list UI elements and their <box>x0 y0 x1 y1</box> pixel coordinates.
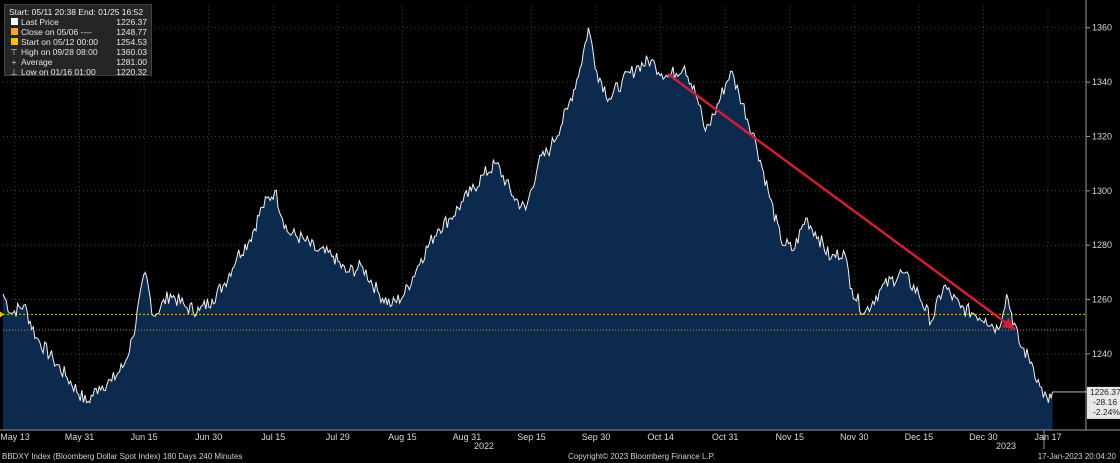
legend-value: 1226.37 <box>116 17 147 27</box>
trend-arrow <box>667 72 1016 331</box>
x-tick-label: May 13 <box>0 432 30 442</box>
legend-row: Close on 05/06 ---- 1248.77 <box>9 27 147 37</box>
footer-bar: BBDXY Index (Bloomberg Dollar Spot Index… <box>0 450 1120 463</box>
x-tick-label: Oct 31 <box>712 432 739 442</box>
x-tick-label: Oct 14 <box>647 432 674 442</box>
legend-label: Average <box>21 57 53 67</box>
x-year-label: 2022 <box>474 441 494 451</box>
y-tick-label: 1300 <box>1092 186 1112 196</box>
legend-value: 1360.03 <box>116 47 147 57</box>
x-tick-label: Sep 15 <box>517 432 546 442</box>
legend-label: Close on 05/06 ---- <box>21 27 92 37</box>
x-tick-label: Sep 30 <box>582 432 611 442</box>
x-tick-label: Jun 30 <box>195 432 222 442</box>
last-value-box: 1226.37 -28.16 -2.24% <box>1087 386 1120 419</box>
legend-value: 1254.53 <box>116 37 147 47</box>
footer-timestamp: 17-Jan-2023 20:04:20 <box>1037 452 1116 461</box>
x-tick-label: Nov 15 <box>775 432 804 442</box>
legend-label: Start on 05/12 00:00 <box>21 37 99 47</box>
legend-label: Last Price <box>21 17 59 27</box>
average-marker-icon: + <box>11 57 17 67</box>
last-price-value: 1226.37 <box>1090 387 1120 397</box>
y-tick-label: 1280 <box>1092 240 1112 250</box>
x-tick-label: Jan 17 <box>1034 432 1061 442</box>
x-tick-label: Dec 15 <box>905 432 934 442</box>
percent-change-value: -2.24% <box>1093 407 1120 417</box>
legend-row: Last Price 1226.37 <box>9 17 147 27</box>
x-axis-tick-labels: May 13 May 31 Jun 15 Jun 30 Jul 15 Jul 29 Aug … <box>0 432 1061 451</box>
price-change-value: -28.16 <box>1093 397 1117 407</box>
yellow-square-icon <box>9 37 19 47</box>
x-tick-label: Dec 30 <box>969 432 998 442</box>
x-tick-label: May 31 <box>65 432 95 442</box>
x-tick-label: Jul 15 <box>261 432 285 442</box>
footer-copyright: Copyright© 2023 Bloomberg Finance L.P. <box>568 452 716 461</box>
legend-row: ⊥ Low on 01/16 01:00 1220.32 <box>9 67 147 77</box>
trend-line <box>667 72 1016 331</box>
white-square-icon <box>9 17 19 27</box>
price-line <box>2 27 1053 404</box>
y-tick-label: 1240 <box>1092 349 1112 359</box>
x-year-label: 2023 <box>996 441 1016 451</box>
chart-legend: Start: 05/11 20:38 End: 01/25 16:52 Last… <box>4 4 152 77</box>
start-price-marker-icon <box>0 311 4 318</box>
legend-row: + Average 1281.00 <box>9 57 147 67</box>
legend-value: 1281.00 <box>116 57 147 67</box>
low-marker-icon: ⊥ <box>10 67 18 77</box>
orange-square-icon <box>9 27 19 37</box>
legend-row: ⊤ High on 09/28 08:00 1360.03 <box>9 47 147 57</box>
legend-row: Start on 05/12 00:00 1254.53 <box>9 37 147 47</box>
x-tick-label: Aug 15 <box>388 432 417 442</box>
x-tick-label: Nov 30 <box>840 432 869 442</box>
legend-value: 1220.32 <box>116 67 147 77</box>
y-axis-tick-labels: 1240 1260 1280 1300 1320 1340 1360 <box>1086 23 1112 359</box>
y-tick-label: 1340 <box>1092 77 1112 87</box>
high-marker-icon: ⊤ <box>10 47 18 57</box>
price-area <box>3 27 1053 430</box>
y-tick-label: 1320 <box>1092 131 1112 141</box>
legend-label: High on 09/28 08:00 <box>21 47 98 57</box>
footer-index-description: BBDXY Index (Bloomberg Dollar Spot Index… <box>2 452 243 461</box>
x-tick-label: Jun 15 <box>131 432 158 442</box>
legend-label: Low on 01/16 01:00 <box>21 67 96 77</box>
last-value-bg <box>1087 386 1120 419</box>
y-tick-label: 1260 <box>1092 295 1112 305</box>
x-tick-label: Aug 31 <box>453 432 482 442</box>
y-tick-label: 1360 <box>1092 23 1112 33</box>
x-tick-label: Jul 29 <box>326 432 350 442</box>
axes <box>0 0 1120 449</box>
legend-rows: Last Price 1226.37 Close on 05/06 ---- 1248… <box>9 17 147 77</box>
trend-arrow-head <box>1001 317 1015 330</box>
legend-value: 1248.77 <box>116 27 147 37</box>
legend-date-range: Start: 05/11 20:38 End: 01/25 16:52 <box>9 7 144 17</box>
